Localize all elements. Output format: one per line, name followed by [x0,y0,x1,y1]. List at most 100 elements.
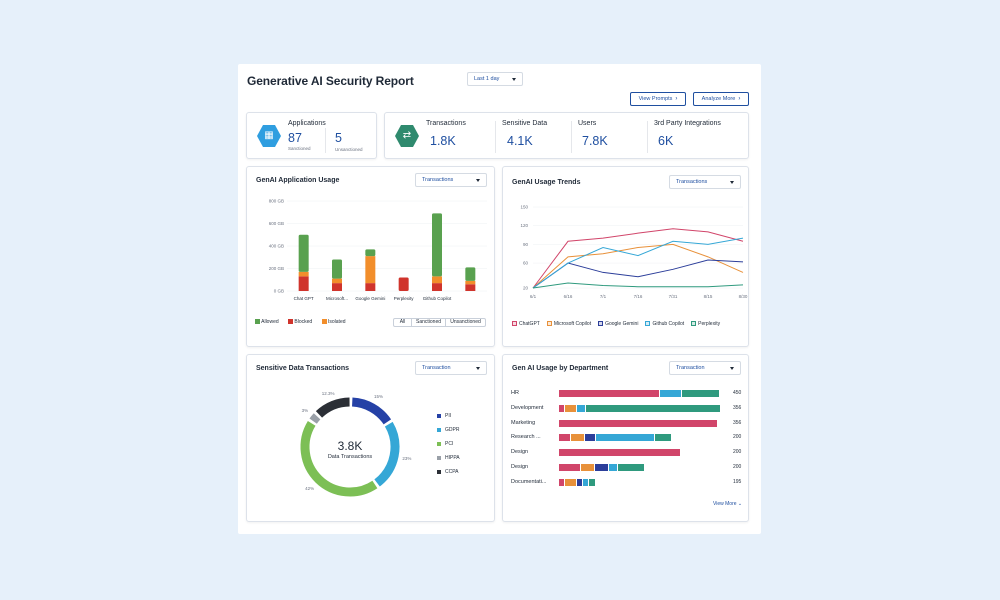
bar-segment[interactable] [576,404,585,412]
bar-segment[interactable] [365,256,376,284]
trends-metric-select[interactable]: Transactions [669,175,741,189]
bar-segment[interactable] [465,280,476,285]
view-more-link[interactable]: View More ⌄ [713,501,743,507]
department-bar [559,464,645,471]
bar-segment[interactable] [681,390,719,397]
sensitive-metric-select[interactable]: Transaction [415,361,487,375]
filter-sanctioned[interactable]: Sanctioned [411,318,446,327]
bar-segment[interactable] [465,284,476,291]
bar-segment[interactable] [559,434,570,442]
stats-card: ⇄ Transactions 1.8K Sensitive Data 4.1K … [384,112,749,159]
bar-segment[interactable] [332,278,342,284]
app-usage-card: GenAI Application Usage Transactions 0 G… [246,166,495,347]
bar-segment[interactable] [585,404,720,412]
x-tick-label: 6/1 [530,294,537,299]
legend-swatch [437,413,441,418]
donut-slice[interactable] [315,397,350,418]
bar-segment[interactable] [595,464,609,471]
bar-segment[interactable] [559,478,565,486]
x-tick-label: Perplexity [394,296,415,301]
bar-segment[interactable] [559,449,680,457]
bar-segment[interactable] [298,271,309,277]
donut-slice[interactable] [300,421,378,497]
users-value: 7.8K [582,134,608,148]
analyze-more-button[interactable]: Analyze More › [693,92,749,106]
bar-segment[interactable] [298,234,309,272]
date-range-select[interactable]: Last 1 day [467,72,523,86]
bar-segment[interactable] [559,404,565,412]
bar-segment[interactable] [559,390,659,397]
sensitive-data-label: Sensitive Data [502,120,548,127]
transfer-arrows-icon: ⇄ [395,125,419,147]
dept-metric-select[interactable]: Transaction [669,361,741,375]
bar-segment[interactable] [584,434,596,442]
series-line[interactable] [532,228,744,289]
bar-segment[interactable] [432,283,442,291]
x-tick-label: 8/15 [704,294,713,299]
series-line[interactable] [532,237,744,289]
department-row[interactable]: Design 200 [511,448,751,460]
x-tick-label: Github Copilot [423,296,452,301]
bar-segment[interactable] [398,277,409,292]
department-row[interactable]: Documentati... 195 [511,478,751,490]
series-line[interactable] [532,243,744,289]
bar-segment[interactable] [432,276,442,284]
bar-segment[interactable] [365,249,376,257]
bar-segment[interactable] [570,434,584,442]
bar-segment[interactable] [618,464,645,471]
legend-item: HIPPA [437,455,460,461]
card-title: Sensitive Data Transactions [256,365,349,372]
bar-segment[interactable] [298,276,309,291]
bar-segment[interactable] [432,213,442,277]
bar-segment[interactable] [465,267,476,281]
bar-segment[interactable] [365,283,376,291]
sensitive-data-value: 4.1K [507,134,533,148]
department-bar [559,434,672,442]
bar-segment[interactable] [609,464,618,471]
bar-segment[interactable] [583,478,589,486]
bar-segment[interactable] [596,434,654,442]
department-row[interactable]: HR 450 [511,389,751,401]
legend-swatch [645,321,651,327]
chevron-right-icon: › [738,96,741,102]
legend-swatch [288,319,294,325]
unsanctioned-label: Unsanctioned [335,147,363,152]
department-row[interactable]: Design 200 [511,463,751,475]
filter-all[interactable]: All [393,318,412,327]
department-row[interactable]: Development 356 [511,404,751,416]
series-line[interactable] [532,282,744,289]
donut-slice[interactable] [351,397,392,425]
chevron-down-icon [512,78,516,81]
bar-segment[interactable] [581,464,595,471]
department-row[interactable]: Research ... 200 [511,433,751,445]
bar-segment[interactable] [559,464,580,471]
view-prompts-button[interactable]: View Prompts › [630,92,686,106]
apps-grid-icon: ▦ [257,125,281,147]
filter-unsanctioned[interactable]: Unsanctioned [445,318,486,327]
slice-label: 12.3% [322,391,335,396]
chevron-down-icon: ⌄ [737,501,743,507]
bar-segment[interactable] [576,478,582,486]
bar-segment[interactable] [559,419,717,427]
bar-segment[interactable] [332,259,342,279]
department-total: 195 [733,478,742,485]
department-name: Documentati... [511,478,547,485]
legend-label: Google Gemini [605,321,639,327]
legend-item: CCPA [437,469,460,475]
bar-segment[interactable] [589,478,595,486]
usage-trends-line-chart: 20 60 90 120 150 6/1 6/16 7/1 7/16 7/31 8/15 8/30 [520,205,747,300]
bar-segment[interactable] [565,478,576,486]
bar-segment[interactable] [332,283,342,291]
donut-slice[interactable] [309,413,321,424]
usage-metric-select[interactable]: Transactions [415,173,487,187]
bar-segment[interactable] [654,434,671,442]
department-row[interactable]: Marketing 356 [511,419,751,431]
legend-swatch [437,469,441,474]
legend-swatch [437,455,441,460]
bar-segment[interactable] [659,390,681,397]
bar-segment[interactable] [565,404,576,412]
transactions-label: Transactions [426,120,466,127]
department-name: Design [511,449,529,456]
donut-slice[interactable] [374,421,400,487]
department-bar [559,390,720,397]
